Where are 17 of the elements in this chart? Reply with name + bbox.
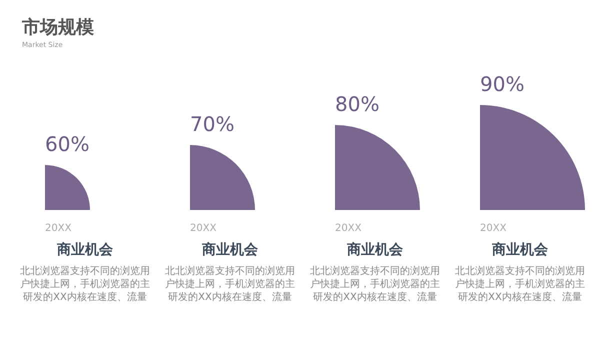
- text: 商业机会: [346, 241, 404, 258]
- data-label: 90%: [480, 72, 524, 96]
- text: 商业机会: [491, 241, 549, 258]
- text: 商业机会: [56, 241, 114, 258]
- data-label: 60%: [45, 132, 90, 156]
- text: 商业机会: [201, 241, 259, 258]
- text: 北北浏览器支持不同的浏览用户快捷上网，手机浏览器的主研发的XX内核在速度、流量: [20, 265, 150, 303]
- text: 北北浏览器支持不同的浏览用户快捷上网，手机浏览器的主研发的XX内核在速度、流量: [165, 265, 295, 303]
- category-label: 20XX: [335, 223, 362, 234]
- data-label: 70%: [190, 112, 234, 136]
- text: 市场规模: [21, 17, 94, 38]
- text: 北北浏览器支持不同的浏览用户快捷上网，手机浏览器的主研发的XX内核在速度、流量: [455, 265, 585, 303]
- category-label: 20XX: [45, 223, 72, 234]
- category-label: 20XX: [190, 223, 217, 234]
- text: 北北浏览器支持不同的浏览用户快捷上网，手机浏览器的主研发的XX内核在速度、流量: [310, 265, 440, 303]
- category-label: 20XX: [480, 223, 507, 234]
- data-label: 80%: [335, 92, 380, 116]
